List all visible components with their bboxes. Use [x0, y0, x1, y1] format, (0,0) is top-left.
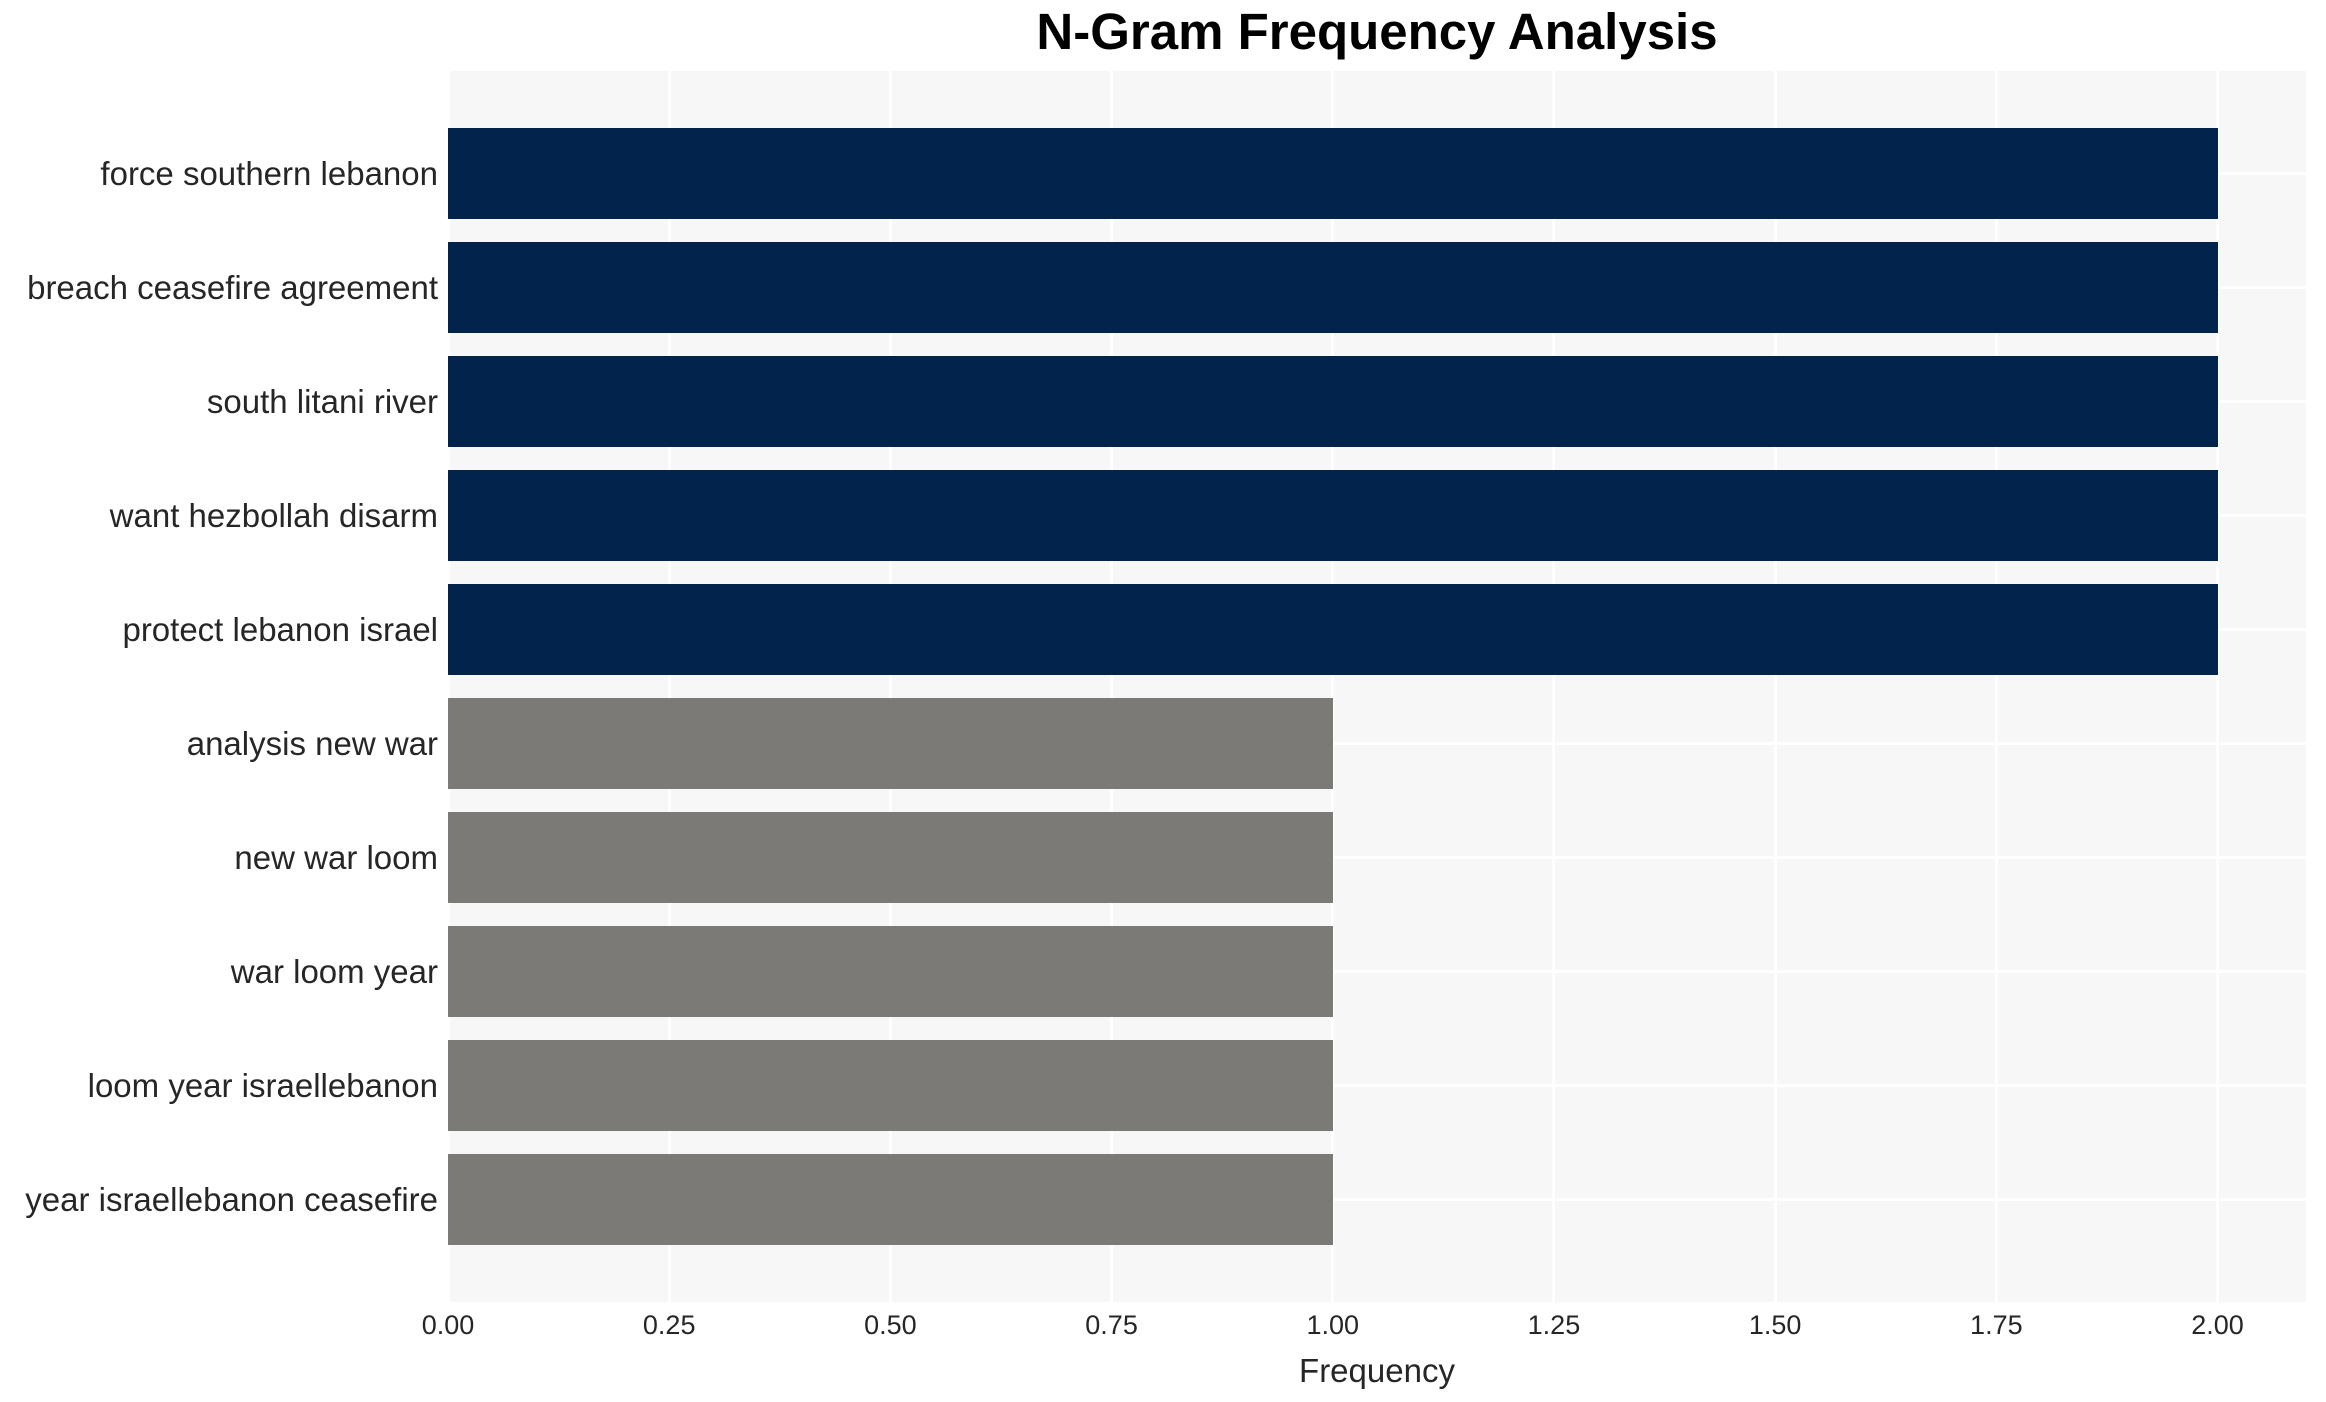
bar-force-southern-lebanon [448, 128, 2218, 219]
chart-title: N-Gram Frequency Analysis [1036, 3, 1718, 60]
bar-analysis-new-war [448, 698, 1333, 789]
x-tick-label: 0.75 [1085, 1310, 1138, 1340]
x-tick-label: 1.00 [1306, 1310, 1360, 1340]
x-tick-label: 1.75 [1970, 1310, 2023, 1340]
bar-south-litani-river [448, 356, 2218, 447]
bar-loom-year-israellebanon [448, 1040, 1333, 1131]
x-tick-label: 2.00 [2191, 1310, 2244, 1340]
category-label: force southern lebanon [100, 154, 438, 192]
plot-area [446, 71, 2306, 1302]
bar-year-israellebanon-ceasefire [448, 1154, 1333, 1245]
x-tick-label: 1.25 [1527, 1310, 1581, 1340]
x-gridline [1331, 71, 1335, 1302]
category-label: year israellebanon ceasefire [25, 1180, 438, 1218]
x-tick-label: 0.50 [864, 1310, 917, 1340]
y-gridline [448, 742, 2306, 745]
category-label: want hezbollah disarm [109, 496, 438, 534]
category-label: new war loom [234, 838, 438, 876]
x-gridline [667, 71, 671, 1302]
x-gridline [1773, 71, 1777, 1302]
category-label: protect lebanon israel [122, 610, 438, 648]
x-gridline [1552, 71, 1556, 1302]
category-label: south litani river [206, 382, 438, 420]
bar-breach-ceasefire-agreement [448, 242, 2218, 333]
x-gridline [1994, 71, 1998, 1302]
bar-want-hezbollah-disarm [448, 470, 2218, 561]
x-gridline [2216, 71, 2220, 1302]
x-axis-title: Frequency [1299, 1352, 1455, 1389]
y-gridline [448, 970, 2306, 973]
x-tick-label: 0.25 [642, 1310, 696, 1340]
x-gridline [888, 71, 892, 1302]
bar-war-loom-year [448, 926, 1333, 1017]
y-gridline [448, 1084, 2306, 1087]
bar-new-war-loom [448, 812, 1333, 903]
y-gridline [448, 1198, 2306, 1201]
x-gridline [446, 71, 450, 1302]
x-tick-label: 0.00 [421, 1310, 475, 1340]
category-label: analysis new war [186, 724, 438, 762]
bar-protect-lebanon-israel [448, 584, 2218, 675]
category-label: war loom year [230, 952, 438, 990]
category-label: loom year israellebanon [87, 1066, 438, 1104]
x-gridline [1110, 71, 1114, 1302]
category-label: breach ceasefire agreement [27, 268, 438, 306]
x-tick-label: 1.50 [1748, 1310, 1802, 1340]
y-gridline [448, 856, 2306, 859]
